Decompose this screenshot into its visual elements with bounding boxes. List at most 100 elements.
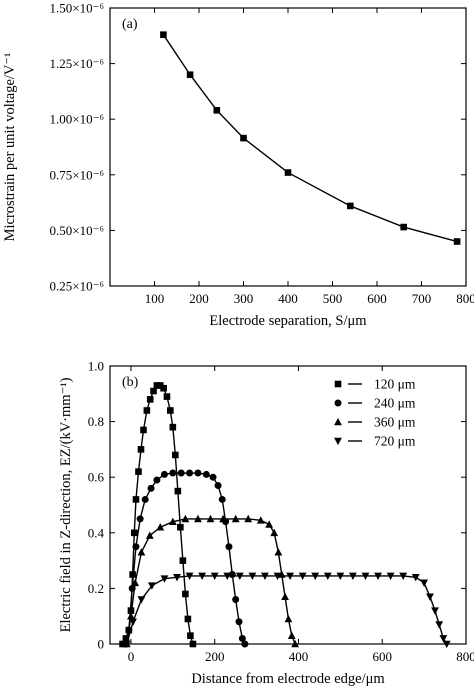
data-point-1 <box>214 482 222 490</box>
data-point-0 <box>169 423 177 431</box>
y-tick-label: 1.50×10⁻⁶ <box>50 1 104 16</box>
data-point-3 <box>223 572 232 580</box>
y-tick-label: 0.2 <box>88 581 104 596</box>
data-point-0 <box>140 426 147 434</box>
data-point-2 <box>127 612 135 620</box>
data-point-0 <box>182 590 189 598</box>
series-line-1 <box>123 472 246 645</box>
data-point-1 <box>218 495 226 503</box>
data-point-3 <box>286 572 294 580</box>
legend-entry: 360 μm <box>374 415 416 430</box>
data-point-2 <box>181 514 190 523</box>
data-point-1 <box>225 543 233 551</box>
data-point-2 <box>131 578 140 587</box>
y-tick-label: 0 <box>98 637 105 652</box>
data-point-3 <box>122 640 131 649</box>
data-point-0 <box>240 134 247 142</box>
y-tick-label: 0.50×10⁻⁶ <box>50 223 104 238</box>
data-point-3 <box>311 572 320 580</box>
data-point-0 <box>174 487 182 495</box>
data-point-3 <box>261 572 269 580</box>
y-axis-title: Electric field in Z-direction, EZ/(kV·mm… <box>58 377 74 632</box>
legend-entry: 120 μm <box>374 377 416 392</box>
data-point-2 <box>265 520 274 528</box>
data-point-3 <box>420 579 429 587</box>
data-point-3 <box>160 575 169 583</box>
plot-frame <box>109 365 467 645</box>
y-tick-label: 1.25×10⁻⁶ <box>50 56 104 71</box>
data-point-3 <box>442 640 451 649</box>
x-tick-label: 400 <box>278 291 298 306</box>
data-point-3 <box>137 596 146 604</box>
data-point-2 <box>281 592 289 601</box>
y-axis-title: Microstrain per unit voltage/V⁻¹ <box>2 53 18 242</box>
data-point-1 <box>160 470 168 478</box>
data-point-0 <box>132 496 140 503</box>
data-point-2 <box>194 514 202 523</box>
data-point-1 <box>194 469 202 477</box>
data-point-3 <box>273 572 282 580</box>
data-point-0 <box>146 396 154 403</box>
plot-frame <box>109 7 467 287</box>
data-point-0 <box>137 446 145 453</box>
data-point-2 <box>284 614 293 623</box>
data-point-0 <box>179 557 187 564</box>
data-point-0 <box>453 238 461 245</box>
data-point-0 <box>153 382 161 389</box>
legend-entry: 240 μm <box>374 396 416 411</box>
y-tick-label: 0.8 <box>88 414 104 429</box>
data-point-3 <box>426 593 434 601</box>
series-line-2 <box>126 518 296 645</box>
x-tick-label: 400 <box>289 649 309 664</box>
x-tick-label: 800 <box>456 291 474 306</box>
data-point-3 <box>185 572 194 580</box>
data-point-3 <box>399 572 408 580</box>
data-point-1 <box>169 469 177 477</box>
x-axis-title: Electrode separation, S/μm <box>209 313 367 329</box>
data-point-3 <box>210 572 219 580</box>
series-line-0 <box>121 384 194 645</box>
data-point-3 <box>374 572 382 580</box>
data-point-1 <box>177 469 185 477</box>
data-point-0 <box>160 31 167 38</box>
x-tick-label: 500 <box>323 291 343 306</box>
panel-label: (a) <box>122 17 138 32</box>
data-point-0 <box>163 393 171 400</box>
data-point-0 <box>167 407 174 414</box>
data-point-1 <box>153 476 161 484</box>
x-tick-label: 0 <box>128 649 135 664</box>
data-point-1 <box>235 618 243 626</box>
data-point-1 <box>136 515 144 523</box>
data-point-3 <box>361 572 370 580</box>
data-point-0 <box>150 387 157 395</box>
data-point-3 <box>435 621 444 629</box>
y-tick-label: 0.6 <box>88 470 105 485</box>
legend-marker <box>334 437 342 446</box>
data-point-1 <box>141 495 149 503</box>
legend-marker <box>334 417 342 426</box>
x-tick-label: 200 <box>189 291 209 306</box>
data-point-0 <box>189 640 197 648</box>
data-point-2 <box>256 516 265 524</box>
chart-panel-b: 0 200 400 600 800 0 0.2 0.4 0.6 0.8 1.0 (b) Distance… <box>58 359 474 688</box>
y-tick-label: 0.75×10⁻⁶ <box>50 167 104 182</box>
data-point-1 <box>132 543 140 551</box>
legend-entry: 720 μm <box>374 434 416 449</box>
y-tick-label: 1.0 <box>88 359 104 374</box>
legend-marker <box>334 380 342 388</box>
data-point-0 <box>213 107 221 114</box>
data-point-3 <box>298 572 307 580</box>
y-tick-label: 0.4 <box>88 525 105 540</box>
data-point-3 <box>431 607 439 615</box>
data-point-2 <box>287 631 296 639</box>
y-tick-label: 0.25×10⁻⁶ <box>50 279 104 294</box>
x-tick-label: 200 <box>205 649 225 664</box>
data-point-0 <box>177 523 184 531</box>
chart-panel-a: 100 200 300 400 500 600 700 800 0.25×10⁻⁶ 0.50×10… <box>2 1 474 330</box>
data-point-0 <box>130 529 138 537</box>
data-point-0 <box>400 223 407 231</box>
data-point-1 <box>147 484 155 492</box>
data-point-3 <box>349 572 357 580</box>
x-tick-label: 800 <box>456 649 474 664</box>
